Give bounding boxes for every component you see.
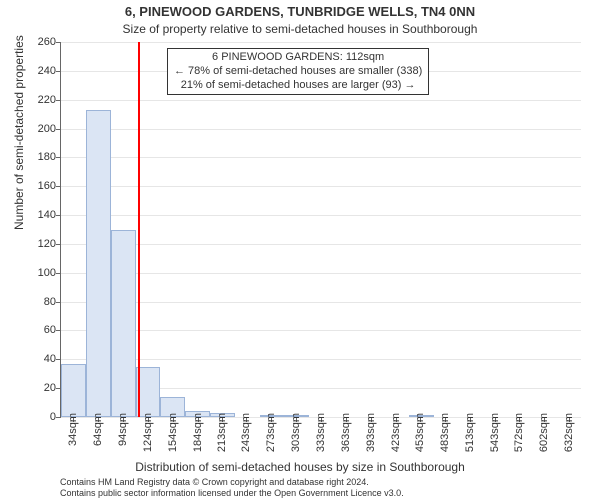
ytick-label: 220 xyxy=(26,94,56,106)
x-axis-label: Distribution of semi-detached houses by … xyxy=(0,460,600,474)
xtick-label: 513sqm xyxy=(464,413,476,452)
xtick-label: 303sqm xyxy=(290,413,302,452)
histogram-bar xyxy=(61,364,86,417)
plot-area: 02040608010012014016018020022024026034sq… xyxy=(60,42,581,418)
xtick-label: 602sqm xyxy=(538,413,550,452)
ytick-label: 100 xyxy=(26,267,56,279)
xtick-label: 572sqm xyxy=(513,413,525,452)
ytick-label: 80 xyxy=(26,296,56,308)
ytick-mark xyxy=(56,244,61,245)
ytick-mark xyxy=(56,100,61,101)
xtick-label: 453sqm xyxy=(414,413,426,452)
xtick-label: 333sqm xyxy=(315,413,327,452)
annotation-line-2: ← 78% of semi-detached houses are smalle… xyxy=(174,65,422,79)
histogram-bar xyxy=(86,110,111,417)
ytick-mark xyxy=(56,129,61,130)
xtick-label: 632sqm xyxy=(563,413,575,452)
ytick-label: 20 xyxy=(26,382,56,394)
ytick-mark xyxy=(56,359,61,360)
xtick-label: 243sqm xyxy=(240,413,252,452)
xtick-label: 483sqm xyxy=(439,413,451,452)
xtick-label: 213sqm xyxy=(216,413,228,452)
ytick-mark xyxy=(56,42,61,43)
ytick-mark xyxy=(56,215,61,216)
xtick-label: 363sqm xyxy=(340,413,352,452)
ytick-label: 0 xyxy=(26,411,56,423)
ytick-label: 240 xyxy=(26,65,56,77)
xtick-label: 34sqm xyxy=(67,413,79,446)
xtick-label: 184sqm xyxy=(192,413,204,452)
annotation-line-1: 6 PINEWOOD GARDENS: 112sqm xyxy=(174,51,422,65)
ytick-label: 160 xyxy=(26,180,56,192)
y-axis-label: Number of semi-detached properties xyxy=(12,35,26,230)
ytick-label: 180 xyxy=(26,151,56,163)
attribution-line-2: Contains public sector information licen… xyxy=(60,488,404,498)
ytick-mark xyxy=(56,330,61,331)
ytick-label: 260 xyxy=(26,36,56,48)
xtick-label: 94sqm xyxy=(117,413,129,446)
xtick-label: 393sqm xyxy=(365,413,377,452)
property-marker-line xyxy=(138,42,140,417)
chart-title: 6, PINEWOOD GARDENS, TUNBRIDGE WELLS, TN… xyxy=(0,4,600,19)
xtick-label: 124sqm xyxy=(142,413,154,452)
xtick-label: 543sqm xyxy=(489,413,501,452)
chart-subtitle: Size of property relative to semi-detach… xyxy=(0,22,600,36)
ytick-mark xyxy=(56,302,61,303)
xtick-label: 64sqm xyxy=(92,413,104,446)
attribution-text: Contains HM Land Registry data © Crown c… xyxy=(60,477,404,498)
ytick-mark xyxy=(56,186,61,187)
annotation-box: 6 PINEWOOD GARDENS: 112sqm← 78% of semi-… xyxy=(167,48,429,95)
ytick-label: 200 xyxy=(26,123,56,135)
annotation-line-3: 21% of semi-detached houses are larger (… xyxy=(174,79,422,93)
ytick-mark xyxy=(56,417,61,418)
histogram-bar xyxy=(111,230,136,418)
ytick-label: 120 xyxy=(26,238,56,250)
ytick-mark xyxy=(56,273,61,274)
ytick-label: 60 xyxy=(26,324,56,336)
ytick-label: 140 xyxy=(26,209,56,221)
attribution-line-1: Contains HM Land Registry data © Crown c… xyxy=(60,477,404,487)
ytick-mark xyxy=(56,71,61,72)
ytick-mark xyxy=(56,157,61,158)
ytick-label: 40 xyxy=(26,353,56,365)
xtick-label: 423sqm xyxy=(390,413,402,452)
chart-container: 6, PINEWOOD GARDENS, TUNBRIDGE WELLS, TN… xyxy=(0,0,600,500)
xtick-label: 273sqm xyxy=(265,413,277,452)
xtick-label: 154sqm xyxy=(167,413,179,452)
